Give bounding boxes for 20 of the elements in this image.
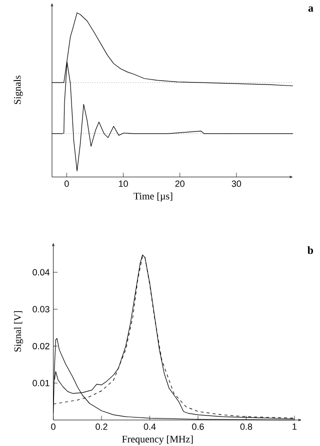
x-tick-label: 0.6: [192, 424, 204, 430]
y-tick-label: 0.03: [32, 306, 50, 312]
x-tick-label: 30: [232, 180, 242, 187]
x-axis-title: Time [µs]: [134, 192, 172, 202]
x-axis-title: Frequency [MHz]: [122, 435, 193, 445]
text: a: [308, 6, 314, 12]
x-tick-label: 0.2: [96, 424, 108, 430]
x-tick-label: 0: [64, 180, 69, 187]
x-tick-label: 20: [175, 180, 184, 187]
x-tick-label: 1: [292, 424, 297, 430]
x-tick-label: 0.8: [240, 424, 252, 430]
text: b: [308, 246, 314, 254]
y-tick-label: 0.01: [32, 380, 50, 386]
x-tick-label: 0.4: [144, 424, 156, 430]
y-axis-title: Signal [V]: [14, 311, 24, 352]
x-tick-label: 0: [51, 424, 56, 430]
y-tick-label: 0.04: [32, 269, 50, 276]
x-tick-label: 10: [118, 180, 128, 187]
y-axis-title: Signals: [14, 76, 23, 104]
y-tick-label: 0.02: [32, 342, 50, 350]
